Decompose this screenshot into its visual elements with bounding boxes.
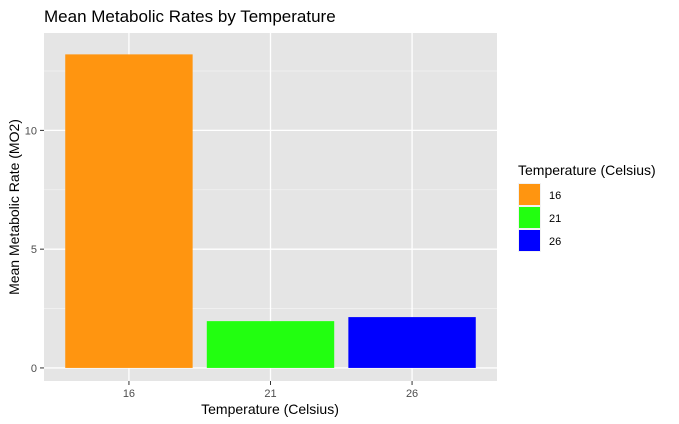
legend-swatch-26 (519, 230, 540, 251)
x-tick-label: 26 (406, 388, 418, 400)
x-tick-label: 16 (123, 388, 135, 400)
legend-swatch-21 (519, 207, 540, 228)
legend-title: Temperature (Celsius) (518, 162, 656, 178)
x-axis-title: Temperature (Celsius) (201, 401, 339, 417)
bar-26 (348, 317, 476, 368)
legend-label: 26 (549, 236, 561, 248)
legend-swatch-16 (519, 184, 540, 205)
y-tick-label: 5 (31, 244, 37, 256)
y-tick-label: 10 (25, 125, 37, 137)
legend-label: 16 (549, 190, 561, 202)
legend-label: 21 (549, 213, 561, 225)
legend-items: 16 21 26 (518, 183, 561, 252)
y-tick-label: 0 (31, 363, 37, 375)
y-axis-title: Mean Metabolic Rate (MO2) (6, 119, 22, 295)
bar-21 (206, 321, 335, 368)
legend: Temperature (Celsius) 16 21 26 (518, 162, 656, 252)
x-tick-label: 21 (264, 388, 276, 400)
chart-title: Mean Metabolic Rates by Temperature (44, 7, 336, 26)
bars (65, 54, 476, 368)
axes: 0 5 10 16 21 26 (25, 125, 418, 400)
bar-16 (65, 54, 193, 368)
